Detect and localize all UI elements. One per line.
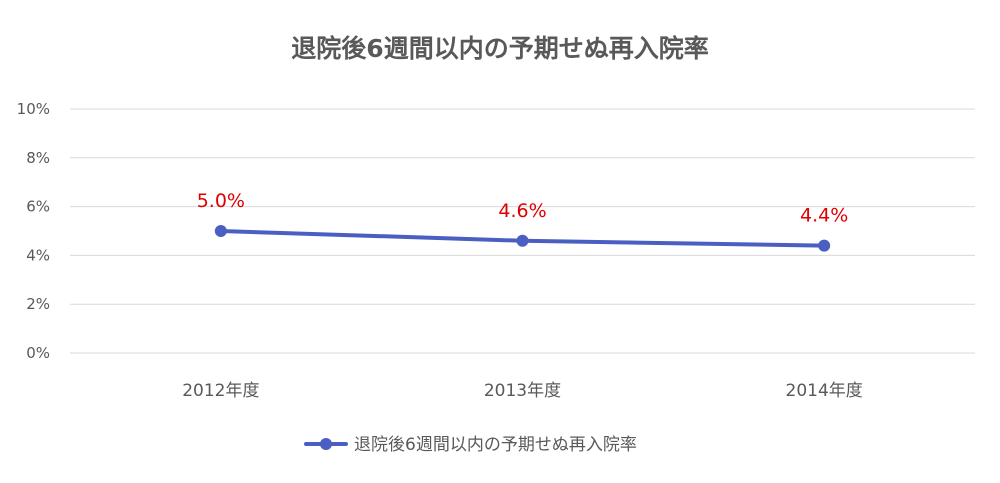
data-point (516, 234, 529, 247)
legend-label: 退院後6週間以内の予期せぬ再入院率 (354, 435, 637, 455)
data-label: 4.4% (800, 205, 848, 227)
x-axis-ticks: 2012年度 2013年度 2014年度 (182, 381, 863, 401)
data-point (214, 225, 227, 237)
series-group (214, 225, 831, 252)
legend-marker-icon (320, 438, 332, 450)
y-tick-label: 4% (26, 246, 50, 264)
gridlines (70, 108, 975, 354)
y-tick-label: 2% (26, 295, 50, 313)
data-label: 5.0% (197, 190, 245, 212)
x-tick-label: 2014年度 (786, 381, 863, 401)
x-tick-label: 2013年度 (484, 381, 561, 401)
data-labels: 5.0% 4.6% 4.4% (197, 190, 849, 227)
data-label: 4.6% (498, 200, 546, 222)
y-axis-ticks: 0% 2% 4% 6% 8% 10% (17, 100, 50, 362)
x-tick-label: 2012年度 (182, 381, 259, 401)
y-tick-label: 0% (26, 344, 50, 362)
legend: 退院後6週間以内の予期せぬ再入院率 (304, 435, 637, 455)
chart-title: 退院後6週間以内の予期せぬ再入院率 (291, 34, 708, 63)
data-point (818, 239, 831, 252)
y-tick-label: 6% (26, 198, 50, 216)
y-tick-label: 10% (17, 100, 50, 118)
y-tick-label: 8% (26, 149, 50, 167)
